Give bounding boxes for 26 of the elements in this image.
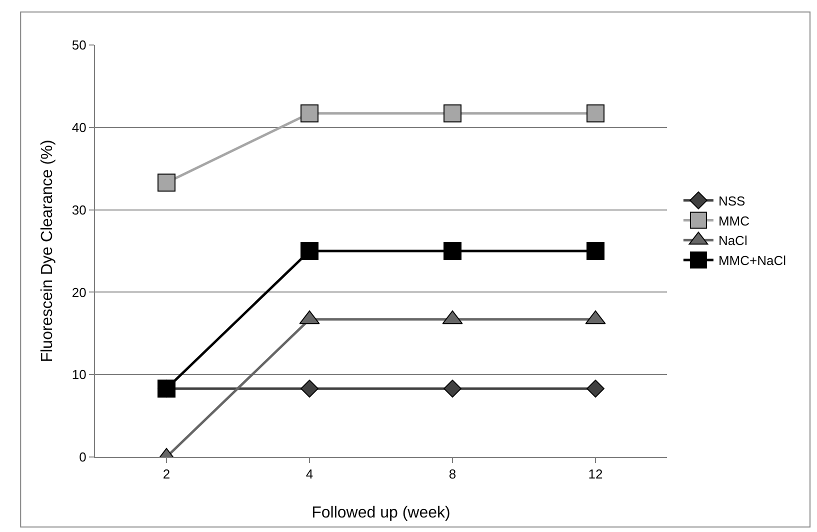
y-tick-label: 20	[72, 284, 86, 300]
point	[586, 380, 604, 398]
x-tick-label: 4	[306, 466, 314, 482]
point	[300, 380, 318, 398]
x-axis-title: Followed up (week)	[312, 504, 450, 522]
point	[586, 104, 604, 122]
y-tick-label: 30	[72, 202, 86, 218]
x-tick-label: 12	[588, 466, 603, 482]
point	[444, 104, 462, 122]
point	[300, 242, 318, 260]
legend-label: NSS	[718, 193, 746, 208]
y-tick-label: 40	[72, 120, 86, 135]
y-tick-label: 50	[72, 38, 86, 53]
legend-label: MMC+NaCl	[718, 253, 786, 268]
x-tick-label: 2	[162, 466, 170, 482]
legend-label: MMC	[718, 213, 750, 228]
y-tick-label: 0	[79, 450, 86, 465]
point	[586, 242, 604, 260]
legend-label: NaCl	[718, 233, 748, 248]
y-tick-label: 10	[72, 367, 86, 382]
point	[444, 380, 462, 398]
x-tick-label: 8	[448, 466, 456, 482]
y-axis-title: Fluorescein Dye Clearance (%)	[38, 140, 56, 362]
point	[300, 104, 318, 122]
point	[158, 174, 176, 192]
point	[444, 242, 462, 260]
